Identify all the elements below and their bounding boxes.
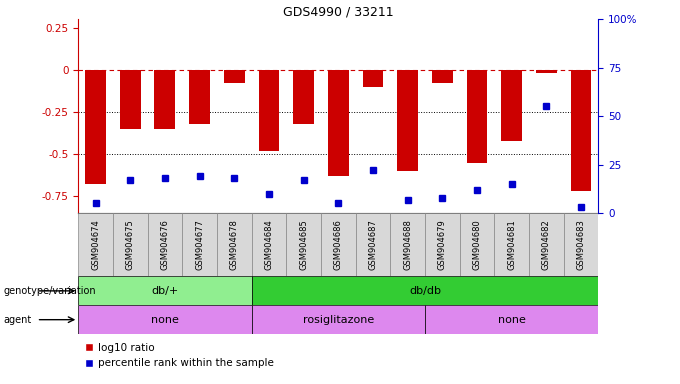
Text: agent: agent — [3, 314, 32, 325]
Bar — [148, 213, 182, 276]
Text: GSM904675: GSM904675 — [126, 219, 135, 270]
Text: none: none — [151, 314, 179, 325]
Bar — [78, 305, 252, 334]
Bar — [501, 70, 522, 141]
Bar — [397, 70, 418, 171]
Text: GSM904688: GSM904688 — [403, 219, 412, 270]
Bar — [154, 70, 175, 129]
Text: GSM904685: GSM904685 — [299, 219, 308, 270]
Bar — [78, 213, 113, 276]
Bar — [460, 213, 494, 276]
Bar — [425, 305, 598, 334]
Bar — [286, 213, 321, 276]
Text: rosiglitazone: rosiglitazone — [303, 314, 374, 325]
Bar — [321, 213, 356, 276]
Text: GSM904679: GSM904679 — [438, 219, 447, 270]
Text: db/+: db/+ — [151, 286, 179, 296]
Bar — [362, 70, 384, 87]
Bar — [293, 70, 314, 124]
Text: GSM904683: GSM904683 — [577, 219, 585, 270]
Text: GSM904682: GSM904682 — [542, 219, 551, 270]
Bar — [252, 305, 425, 334]
Text: none: none — [498, 314, 526, 325]
Bar — [390, 213, 425, 276]
Bar — [85, 70, 106, 184]
Text: genotype/variation: genotype/variation — [3, 286, 96, 296]
Bar — [182, 213, 217, 276]
Bar — [432, 70, 453, 83]
Bar — [258, 70, 279, 151]
Bar — [466, 70, 488, 162]
Bar — [536, 70, 557, 73]
Bar — [78, 276, 252, 305]
Text: GSM904676: GSM904676 — [160, 219, 169, 270]
Text: GSM904684: GSM904684 — [265, 219, 273, 270]
Text: GSM904677: GSM904677 — [195, 219, 204, 270]
Bar — [571, 70, 592, 191]
Legend: log10 ratio, percentile rank within the sample: log10 ratio, percentile rank within the … — [84, 343, 274, 368]
Bar — [356, 213, 390, 276]
Text: GSM904686: GSM904686 — [334, 219, 343, 270]
Text: GSM904680: GSM904680 — [473, 219, 481, 270]
Text: GSM904674: GSM904674 — [91, 219, 100, 270]
Text: db/db: db/db — [409, 286, 441, 296]
Bar — [529, 213, 564, 276]
Bar — [120, 70, 141, 129]
Text: GSM904681: GSM904681 — [507, 219, 516, 270]
Text: GSM904678: GSM904678 — [230, 219, 239, 270]
Bar — [113, 213, 148, 276]
Bar — [494, 213, 529, 276]
Bar — [252, 276, 598, 305]
Bar — [217, 213, 252, 276]
Bar — [564, 213, 598, 276]
Bar — [189, 70, 210, 124]
Text: GSM904687: GSM904687 — [369, 219, 377, 270]
Bar — [328, 70, 349, 176]
Title: GDS4990 / 33211: GDS4990 / 33211 — [283, 5, 394, 18]
Bar — [425, 213, 460, 276]
Bar — [252, 213, 286, 276]
Bar — [224, 70, 245, 83]
